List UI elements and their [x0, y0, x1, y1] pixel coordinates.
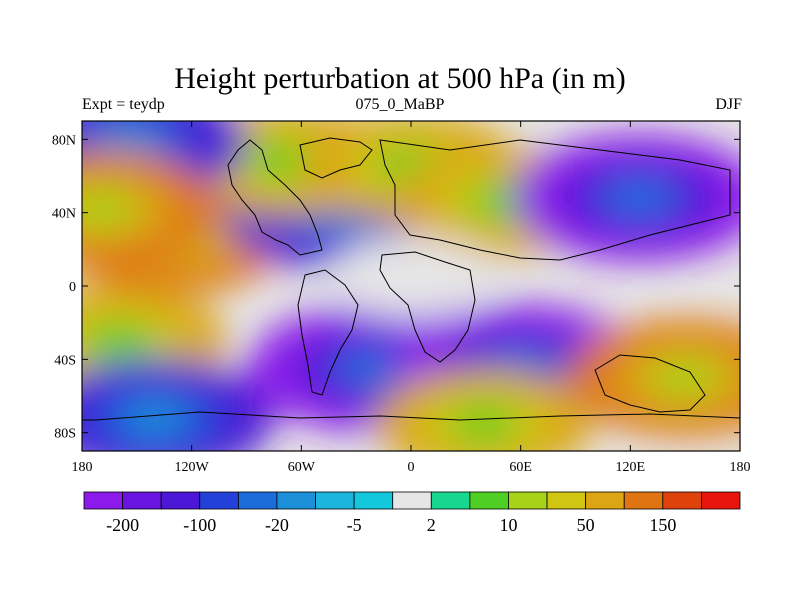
africa-outline	[379, 251, 476, 363]
field-blob	[384, 263, 438, 291]
x-tick-label: 60W	[288, 460, 316, 475]
field-blob	[647, 358, 724, 397]
colorbar-box	[701, 491, 741, 510]
colorbar-box	[237, 491, 278, 510]
time-label: 075_0_MaBP	[355, 96, 445, 113]
colorbar-box	[508, 491, 548, 510]
colorbar-box	[623, 491, 664, 510]
colorbar-label: -20	[265, 515, 289, 535]
experiment-label: Expt = teydp	[82, 96, 165, 113]
x-tick-label: 180	[72, 460, 93, 475]
colorbar-box	[160, 491, 201, 510]
coastlines	[82, 137, 740, 451]
season-label: DJF	[715, 96, 742, 113]
colorbar: -200 -100 -20 -5 2 10 50 150	[83, 491, 741, 535]
north-america-outline	[227, 139, 323, 256]
greenland-outline	[299, 137, 373, 179]
colorbar-label: 2	[427, 515, 436, 535]
colorbar-label: 150	[649, 515, 676, 535]
x-tick-label: 120W	[175, 460, 210, 475]
plot-title: Height perturbation at 500 hPa (in m)	[174, 62, 626, 95]
colorbar-box	[83, 491, 123, 510]
y-tick-label: 40N	[52, 207, 76, 222]
colorbar-box	[315, 491, 355, 510]
colorbar-label: -5	[347, 515, 362, 535]
colorbar-box	[546, 491, 587, 510]
colorbar-box	[469, 491, 509, 510]
height-field	[82, 121, 740, 451]
colorbar-label: -100	[183, 515, 216, 535]
x-tick-label: 180	[730, 460, 751, 475]
field-blob	[83, 323, 154, 359]
colorbar-label: 10	[499, 515, 517, 535]
y-tick-label: 40S	[54, 353, 76, 368]
colorbar-box	[662, 491, 702, 510]
field-blob	[449, 405, 520, 442]
colorbar-label: -200	[106, 515, 139, 535]
colorbar-label: 50	[577, 515, 595, 535]
south-america-outline	[297, 269, 359, 396]
field-blob	[117, 399, 194, 437]
antarctica-outline	[82, 411, 740, 451]
colorbar-box	[199, 491, 239, 510]
colorbar-box	[353, 491, 394, 510]
x-tick-label: 60E	[509, 460, 532, 475]
y-tick-label: 80N	[52, 133, 76, 148]
field-blob	[248, 143, 319, 179]
latitude-axis: 80N 40N 0 40S 80S	[52, 133, 740, 442]
colorbar-box	[585, 491, 625, 510]
eurasia-outline	[379, 139, 731, 261]
field-blob	[598, 177, 681, 219]
longitude-axis: 180 120W 60W 0 60E 120E 180	[72, 121, 751, 475]
colorbar-box	[276, 491, 316, 510]
y-tick-label: 80S	[54, 427, 76, 442]
y-tick-label: 0	[69, 280, 76, 295]
x-tick-label: 0	[408, 460, 415, 475]
colorbar-box	[122, 491, 162, 510]
field-blob	[82, 190, 139, 228]
x-tick-label: 120E	[616, 460, 646, 475]
colorbar-box	[392, 491, 432, 510]
australia-outline	[594, 354, 706, 413]
colorbar-box	[430, 491, 471, 510]
map-area	[82, 121, 740, 451]
